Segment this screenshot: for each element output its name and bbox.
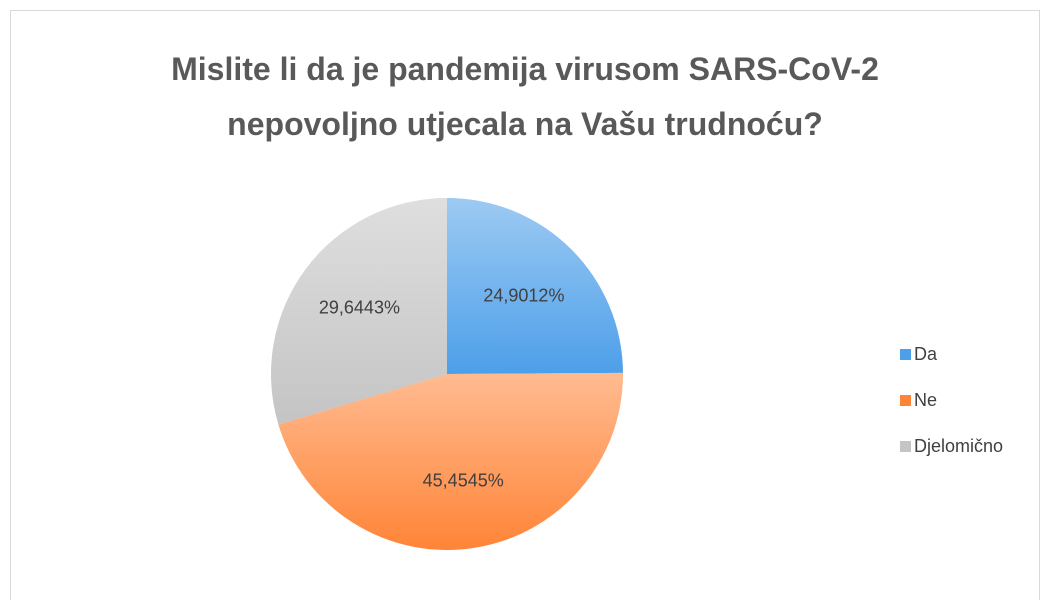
legend-swatch [900, 441, 911, 452]
slice-shine [278, 372, 623, 550]
legend-swatch [900, 395, 911, 406]
slice-shine [447, 198, 623, 374]
legend-swatch [900, 349, 911, 360]
legend-label: Djelomično [914, 436, 1003, 456]
data-label: 24,9012% [483, 285, 564, 305]
chart-title: Mislite li da je pandemija virusom SARS-… [171, 51, 879, 142]
data-label: 29,6443% [319, 298, 400, 318]
legend-label: Ne [914, 390, 937, 410]
legend-label: Da [914, 344, 938, 364]
slice-shine [271, 198, 447, 425]
title-box: Mislite li da je pandemija virusom SARS-… [10, 42, 1040, 152]
chart-frame [10, 10, 1040, 600]
data-label: 45,4545% [423, 471, 504, 491]
